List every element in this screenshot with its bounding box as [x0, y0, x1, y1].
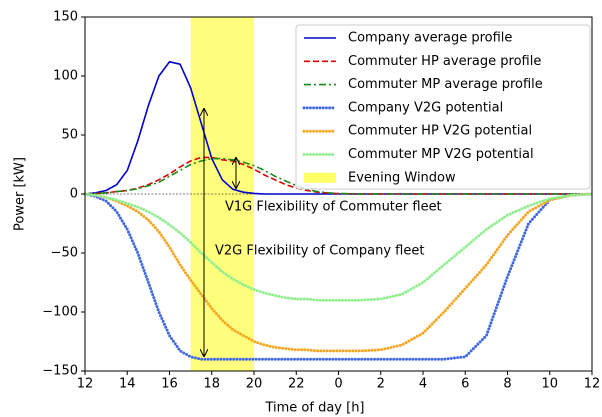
series-line: [84, 156, 592, 195]
x-tick-label: 10: [541, 377, 558, 392]
x-tick-label: 12: [77, 377, 94, 392]
y-tick-label: 150: [53, 10, 78, 25]
series-line: [83, 192, 594, 302]
legend-label: Commuter MP V2G potential: [348, 147, 534, 162]
y-tick-label: −150: [42, 364, 78, 379]
series-line: [83, 192, 594, 353]
legend-label: Commuter MP average profile: [348, 77, 543, 92]
legend-label: Commuter HP V2G potential: [348, 124, 532, 139]
y-tick-label: 0: [70, 187, 78, 202]
x-tick-label: 6: [461, 377, 469, 392]
y-tick-label: 100: [53, 69, 78, 84]
legend-box: [295, 24, 591, 190]
legend-label: Commuter HP average profile: [348, 54, 541, 69]
annotation: V1G Flexibility of Commuter fleet: [225, 200, 442, 215]
x-tick-label: 12: [584, 377, 601, 392]
legend-label: Company average profile: [348, 31, 512, 46]
legend-swatch: [304, 172, 336, 183]
series-line: [84, 157, 592, 195]
legend-label: Evening Window: [348, 170, 456, 185]
x-tick-label: 0: [334, 377, 342, 392]
x-tick-label: 22: [288, 377, 305, 392]
y-tick-label: 50: [61, 128, 78, 143]
series-line: [83, 192, 594, 361]
x-tick-label: 16: [161, 377, 178, 392]
legend-label: Company V2G potential: [348, 100, 503, 115]
x-tick-label: 4: [419, 377, 427, 392]
x-tick-label: 20: [246, 377, 263, 392]
x-tick-label: 18: [203, 377, 220, 392]
x-tick-label: 2: [377, 377, 385, 392]
x-axis-label: Time of day [h]: [264, 401, 364, 416]
y-tick-label: −50: [51, 246, 78, 261]
y-tick-label: −100: [42, 305, 78, 320]
annotation: V2G Flexibility of Company fleet: [215, 244, 424, 259]
x-tick-label: 14: [119, 377, 136, 392]
y-axis-label: Power [kW]: [13, 157, 28, 231]
x-tick-label: 8: [503, 377, 511, 392]
